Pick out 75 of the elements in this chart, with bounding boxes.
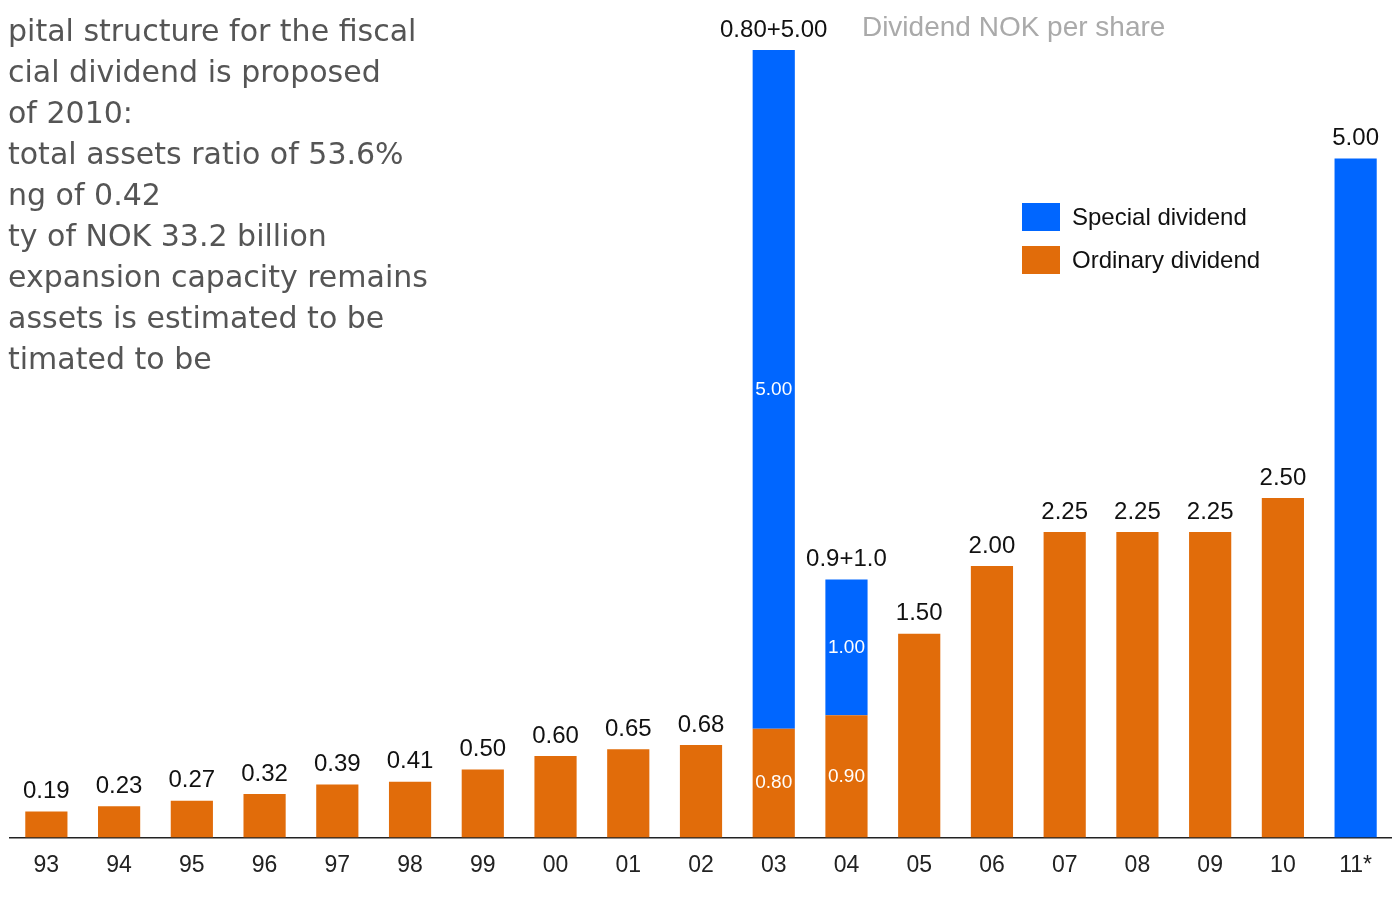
x-tick-label: 97 xyxy=(324,850,351,877)
bar xyxy=(170,800,213,838)
bar xyxy=(825,715,868,838)
data-label: 0.50 xyxy=(459,734,507,762)
x-tick-label: 93 xyxy=(33,850,60,877)
data-label: 0.80 xyxy=(755,771,793,793)
data-label: 1.50 xyxy=(895,598,943,626)
annotation: total assets ratio of 53.6% xyxy=(8,135,405,173)
data-label: 2.00 xyxy=(968,530,1016,558)
x-tick-label: 10 xyxy=(1270,850,1296,877)
x-tick-label: 04 xyxy=(833,850,860,877)
x-tick-label: 09 xyxy=(1197,850,1223,877)
bar xyxy=(388,781,432,838)
data-label: 1.00 xyxy=(827,635,865,657)
bar xyxy=(316,784,359,838)
x-tick-label: 94 xyxy=(106,850,133,877)
data-label: 0.32 xyxy=(241,758,288,786)
legend-label: Ordinary dividend xyxy=(1072,245,1261,273)
bar xyxy=(752,50,795,729)
bar xyxy=(98,806,141,838)
bar xyxy=(25,811,68,838)
total-label: 0.9+1.0 xyxy=(806,544,887,572)
data-label: 0.27 xyxy=(168,765,216,793)
bar xyxy=(1334,158,1377,838)
bar xyxy=(243,793,286,838)
annotation: of 2010: xyxy=(8,94,134,132)
x-tick-label: 06 xyxy=(979,850,1005,877)
x-tick-label: 96 xyxy=(251,850,278,877)
legend-label: Special dividend xyxy=(1072,202,1247,230)
chart-title: Dividend NOK per share xyxy=(861,10,1166,42)
bar xyxy=(970,565,1014,838)
data-label: 0.90 xyxy=(827,764,865,786)
data-label: 2.25 xyxy=(1186,496,1234,524)
data-label: 2.25 xyxy=(1114,496,1161,524)
bar xyxy=(1261,498,1304,838)
text: pital structure for the fiscal xyxy=(8,12,418,50)
bar xyxy=(679,745,723,838)
bar xyxy=(1189,531,1232,838)
x-tick-label: 08 xyxy=(1124,850,1151,877)
x-tick-label: 07 xyxy=(1051,850,1078,877)
data-label: 0.60 xyxy=(532,720,579,748)
data-label: 0.68 xyxy=(677,709,725,737)
x-tick-label: 11* xyxy=(1339,850,1373,877)
bar xyxy=(607,749,650,838)
total-label: 0.80+5.00 xyxy=(720,14,828,42)
annotation: ng of 0.42 xyxy=(8,176,162,214)
data-label: 0.39 xyxy=(313,749,361,777)
bar xyxy=(898,633,941,838)
x-tick-label: 03 xyxy=(760,850,787,877)
x-tick-label: 01 xyxy=(615,850,642,877)
x-tick-label: 99 xyxy=(469,850,496,877)
annotation: cial dividend is proposed xyxy=(8,53,382,91)
bar xyxy=(534,755,577,838)
data-label: 0.65 xyxy=(604,713,652,741)
annotation: ty of NOK 33.2 billion xyxy=(8,217,328,255)
x-tick-label: 02 xyxy=(688,850,714,877)
data-label: 0.23 xyxy=(95,770,143,798)
data-label: 5.00 xyxy=(1332,123,1379,151)
annotation: timated to be xyxy=(8,340,213,378)
data-label: 0.19 xyxy=(23,776,70,804)
data-label: 0.41 xyxy=(386,746,434,774)
annotation: assets is estimated to be xyxy=(8,299,386,337)
bar xyxy=(1116,531,1159,838)
bar xyxy=(825,579,868,716)
data-label: 2.50 xyxy=(1259,462,1307,490)
bar xyxy=(752,728,795,838)
annotation: expansion capacity remains xyxy=(8,258,428,296)
x-tick-label: 00 xyxy=(542,850,569,877)
data-label: 2.25 xyxy=(1041,496,1089,524)
x-tick-label: 95 xyxy=(179,850,205,877)
bar xyxy=(1043,531,1086,838)
x-tick-label: 05 xyxy=(906,850,933,877)
data-label: 5.00 xyxy=(755,377,793,399)
bar xyxy=(461,769,504,838)
x-tick-label: 98 xyxy=(397,850,423,877)
